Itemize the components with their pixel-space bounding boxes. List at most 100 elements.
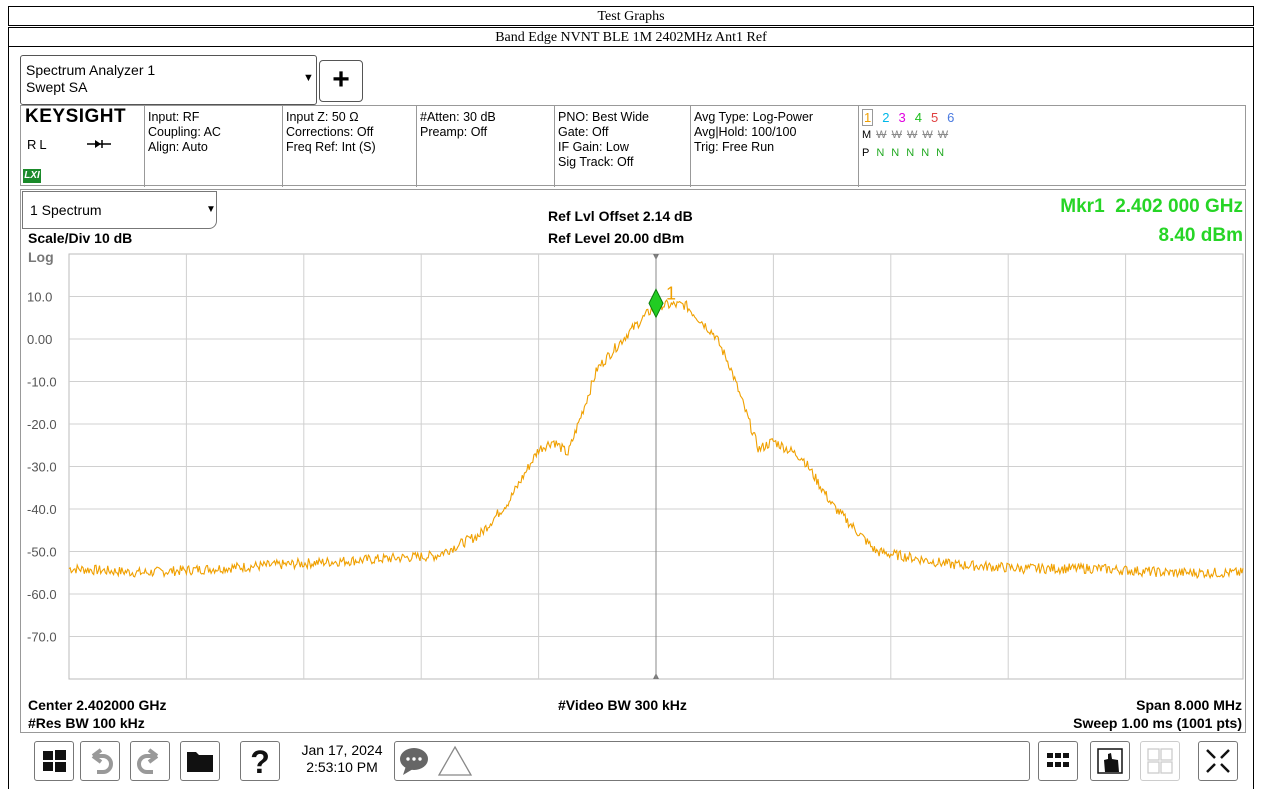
gate: Gate: Off <box>558 125 609 139</box>
warning-icon <box>437 745 473 776</box>
analyzer-mode: Swept SA <box>26 79 88 95</box>
redo-button[interactable] <box>130 741 170 781</box>
trace-number-1[interactable]: 1 <box>862 109 874 126</box>
time: 2:53:10 PM <box>306 759 378 775</box>
coupling: Coupling: AC <box>148 125 221 139</box>
message-bar[interactable] <box>394 741 1030 781</box>
corrections: Corrections: Off <box>286 125 374 139</box>
trace-mode-2: W <box>891 129 902 141</box>
scale-div: Scale/Div 10 dB <box>28 230 133 246</box>
y-tick-label: -50.0 <box>27 545 57 560</box>
trace-detector-4: N <box>921 147 930 159</box>
trigger: Trig: Free Run <box>694 140 775 154</box>
y-tick-label: -20.0 <box>27 417 57 432</box>
trace-detector-label: P <box>862 147 870 159</box>
file-button[interactable] <box>180 741 220 781</box>
if-gain: IF Gain: Low <box>558 140 629 154</box>
y-axis-ticks: 10.0 0.00 -10.0 -20.0 -30.0 -40.0 -50.0 -60.0 -7… <box>27 290 57 645</box>
date: Jan 17, 2024 <box>301 742 383 758</box>
zoom-button[interactable] <box>1198 741 1238 781</box>
pno-settings[interactable]: PNO: Best Wide Gate: Off IF Gain: Low Si… <box>555 106 691 187</box>
chevron-down-icon: ▼ <box>206 204 216 215</box>
marker-frequency: Mkr1 2.402 000 GHz <box>1060 196 1243 217</box>
windows-icon <box>43 750 66 772</box>
res-bw: #Res BW 100 kHz <box>28 715 145 731</box>
windows-button[interactable] <box>34 741 74 781</box>
y-tick-label: 0.00 <box>27 332 52 347</box>
align: Align: Auto <box>148 140 208 154</box>
preamp: Preamp: Off <box>420 125 488 139</box>
freq-ref: Freq Ref: Int (S) <box>286 140 376 154</box>
trace-detector-1: N <box>876 147 885 159</box>
y-tick-label: -10.0 <box>27 375 57 390</box>
trace-mode-4: W <box>922 129 933 141</box>
input-z-settings[interactable]: Input Z: 50 Ω Corrections: Off Freq Ref:… <box>283 106 417 187</box>
report-title: Test Graphs <box>8 6 1254 26</box>
trace-mode-1: W <box>876 129 887 141</box>
undo-button[interactable] <box>80 741 120 781</box>
atten-settings[interactable]: #Atten: 30 dB Preamp: Off <box>417 106 555 187</box>
trace-detector-2: N <box>891 147 900 159</box>
clock: Jan 17, 2024 2:53:10 PM <box>298 742 386 776</box>
avg-type: Avg Type: Log-Power <box>694 110 814 124</box>
trace-number-6[interactable]: 6 <box>947 110 955 125</box>
multiscreen-button[interactable] <box>1140 741 1180 781</box>
report-subtitle: Band Edge NVNT BLE 1M 2402MHz Ant1 Ref <box>8 27 1254 47</box>
trace-number-3[interactable]: 3 <box>898 110 906 125</box>
marker-label: 1 <box>666 283 676 303</box>
span: Span 8.000 MHz <box>1136 697 1242 713</box>
trace-number-2[interactable]: 2 <box>882 110 890 125</box>
message-icon <box>400 748 428 775</box>
analyzer-select[interactable]: Spectrum Analyzer 1 Swept SA ▼ <box>20 55 317 105</box>
ref-level: Ref Level 20.00 dBm <box>548 230 685 246</box>
input-rf: Input: RF <box>148 110 200 124</box>
settings-bar: KEYSIGHT RL LXI Input: RF Coupling: AC A… <box>20 105 1246 187</box>
collapse-icon <box>1206 749 1230 773</box>
report-frame <box>8 47 1254 789</box>
marker-diamond[interactable] <box>648 288 664 319</box>
avg-hold: Avg|Hold: 100/100 <box>694 125 797 139</box>
multiscreen-icon <box>1147 748 1173 774</box>
y-tick-label: -60.0 <box>27 587 57 602</box>
add-screen-button[interactable]: + <box>319 60 363 102</box>
trace-detector-5: N <box>936 147 945 159</box>
touch-button[interactable] <box>1090 741 1130 781</box>
view-select-value: 1 Spectrum <box>30 202 102 218</box>
sweep: Sweep 1.00 ms (1001 pts) <box>1073 715 1242 731</box>
folder-icon <box>187 752 213 772</box>
marker-1[interactable]: 1 <box>648 283 676 319</box>
y-tick-label: -40.0 <box>27 502 57 517</box>
attenuation: #Atten: 30 dB <box>420 110 496 124</box>
trace-mode-3: W <box>906 129 918 141</box>
redo-icon <box>137 748 159 774</box>
input-settings[interactable]: Input: RF Coupling: AC Align: Auto <box>145 106 283 187</box>
help-button[interactable]: ? <box>240 741 280 781</box>
touch-hand-icon <box>1097 748 1123 774</box>
layout-button[interactable] <box>1038 741 1078 781</box>
analyzer-name: Spectrum Analyzer 1 <box>26 62 156 78</box>
center-frequency: Center 2.402000 GHz <box>28 697 167 713</box>
avg-settings[interactable]: Avg Type: Log-Power Avg|Hold: 100/100 Tr… <box>691 106 859 187</box>
input-z: Input Z: 50 Ω <box>286 110 359 124</box>
help-icon: ? <box>250 744 270 780</box>
view-select[interactable]: 1 Spectrum ▼ <box>22 191 217 229</box>
input-coupling-icon <box>87 138 111 154</box>
trace-mode-label: M <box>862 129 872 141</box>
trace-number-4[interactable]: 4 <box>914 110 922 125</box>
trace-detector-3: N <box>906 147 915 159</box>
rl-label: RL <box>27 137 50 152</box>
trace-number-5[interactable]: 5 <box>930 110 939 125</box>
y-tick-label: -70.0 <box>27 630 57 645</box>
sig-track: Sig Track: Off <box>558 155 634 169</box>
ref-offset: Ref Lvl Offset 2.14 dB <box>548 208 693 224</box>
pno: PNO: Best Wide <box>558 110 649 124</box>
undo-icon <box>91 748 113 774</box>
lxi-badge: LXI <box>23 169 41 183</box>
brand-cell: KEYSIGHT RL LXI <box>21 106 145 187</box>
spectrum-window: 1 Spectrum ▼ Scale/Div 10 dB Ref Lvl Off… <box>20 189 1246 733</box>
spectrum-plot[interactable]: Log 10.0 0.00 -10.0 -20.0 -30.0 -40.0 -50.0 -60… <box>21 246 1245 698</box>
